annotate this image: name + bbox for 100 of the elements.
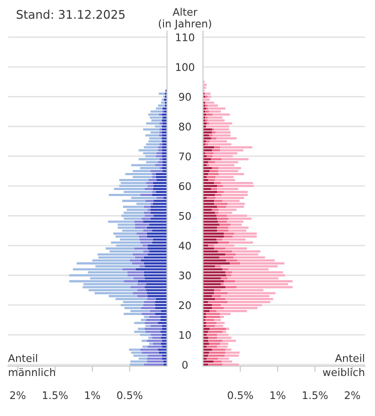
y-tick-label: 0 bbox=[182, 360, 188, 369]
bar bbox=[125, 173, 152, 176]
bar bbox=[203, 286, 226, 288]
bar bbox=[212, 306, 224, 310]
bar bbox=[148, 295, 167, 298]
bar bbox=[158, 113, 162, 116]
bar bbox=[220, 283, 224, 286]
bar bbox=[138, 149, 158, 152]
bar bbox=[130, 286, 145, 288]
y-tick-label: 70 bbox=[179, 152, 191, 160]
bar bbox=[136, 268, 167, 270]
bar bbox=[146, 289, 167, 292]
bar bbox=[208, 352, 226, 354]
bar bbox=[152, 176, 156, 178]
bar bbox=[130, 360, 147, 363]
x-tick-label: 2% bbox=[344, 391, 360, 400]
bar bbox=[216, 214, 227, 217]
bar bbox=[225, 286, 237, 288]
bar bbox=[161, 342, 167, 345]
bar bbox=[130, 259, 141, 262]
bar bbox=[115, 236, 139, 238]
bar bbox=[121, 214, 145, 217]
bar bbox=[212, 167, 219, 170]
bar bbox=[208, 354, 225, 357]
bar bbox=[140, 194, 152, 196]
bar bbox=[208, 244, 214, 247]
bar bbox=[144, 188, 153, 190]
bar bbox=[149, 342, 153, 345]
bar bbox=[140, 259, 167, 262]
y-tick-label: 50 bbox=[179, 212, 191, 220]
bar bbox=[224, 280, 236, 282]
bar bbox=[146, 360, 164, 363]
bar bbox=[144, 301, 156, 304]
bar bbox=[208, 301, 228, 304]
bar bbox=[150, 206, 167, 208]
bar bbox=[142, 340, 147, 342]
bar bbox=[148, 244, 167, 247]
bar bbox=[203, 236, 224, 238]
bar bbox=[160, 143, 163, 146]
bar bbox=[162, 149, 167, 152]
x-tick-label: 1.5% bbox=[42, 391, 68, 400]
bar bbox=[211, 188, 218, 190]
bar bbox=[146, 318, 160, 322]
bar bbox=[155, 312, 167, 316]
bar bbox=[203, 298, 215, 300]
bar bbox=[203, 274, 226, 276]
bar bbox=[149, 250, 167, 253]
bar bbox=[160, 122, 163, 125]
bar bbox=[140, 241, 152, 244]
bar bbox=[156, 196, 164, 199]
x-tick-label: 1.5% bbox=[302, 391, 328, 400]
bar bbox=[203, 220, 218, 223]
bar bbox=[133, 354, 148, 357]
bar bbox=[230, 262, 240, 264]
bar bbox=[203, 214, 216, 217]
y-axis-title: Alter (in Jahren) bbox=[158, 8, 212, 30]
bar bbox=[203, 146, 214, 148]
bar bbox=[146, 340, 162, 342]
bar bbox=[162, 346, 167, 348]
bar bbox=[225, 298, 274, 300]
bar bbox=[226, 328, 230, 330]
bar bbox=[119, 178, 148, 182]
bar bbox=[161, 102, 165, 104]
bar bbox=[208, 173, 219, 176]
bar bbox=[146, 292, 167, 294]
bar bbox=[150, 110, 162, 113]
bar bbox=[131, 164, 156, 166]
bar bbox=[146, 143, 160, 146]
bar bbox=[205, 143, 208, 146]
bar bbox=[152, 194, 167, 196]
bar bbox=[203, 212, 215, 214]
bar bbox=[158, 104, 165, 107]
bar bbox=[156, 155, 162, 158]
bar bbox=[205, 102, 214, 104]
bar bbox=[158, 161, 163, 164]
bar bbox=[146, 122, 160, 125]
bar bbox=[214, 146, 220, 148]
bar bbox=[228, 226, 249, 229]
bar bbox=[144, 262, 167, 264]
bar bbox=[130, 364, 144, 366]
x-tick-label: 1% bbox=[85, 391, 100, 400]
bar bbox=[155, 306, 167, 310]
bar bbox=[138, 328, 145, 330]
bar bbox=[218, 250, 232, 253]
y-tick-label: 110 bbox=[176, 33, 194, 42]
bar bbox=[203, 86, 206, 89]
bar bbox=[203, 352, 209, 354]
bar bbox=[146, 226, 167, 229]
x-axis-title: Anteil männlich bbox=[8, 354, 55, 376]
bar bbox=[228, 218, 252, 220]
bar bbox=[203, 348, 212, 351]
bar bbox=[203, 158, 212, 160]
bar bbox=[203, 280, 224, 282]
bar bbox=[206, 312, 220, 316]
bar bbox=[207, 96, 212, 98]
bar bbox=[145, 200, 154, 202]
bar bbox=[150, 116, 163, 119]
x-axis-title: Anteil weiblich bbox=[322, 354, 364, 376]
bar bbox=[143, 220, 167, 223]
bar bbox=[138, 158, 160, 160]
